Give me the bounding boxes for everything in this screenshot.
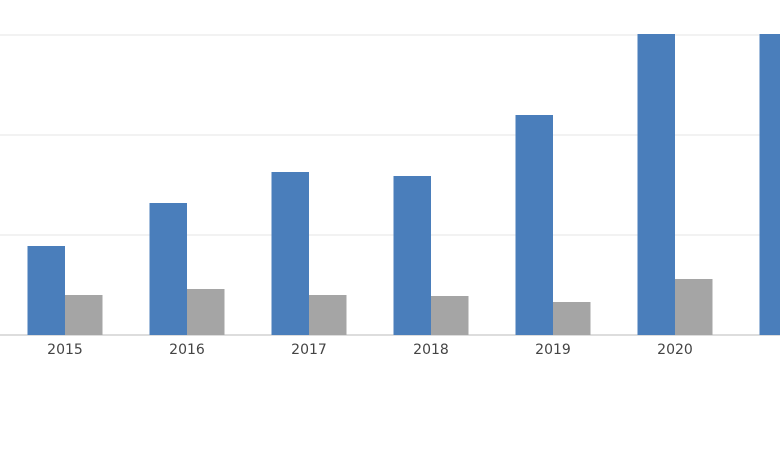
bar [553, 302, 591, 335]
bar [271, 172, 309, 335]
x-tick-label: 2017 [291, 342, 327, 358]
bar [515, 115, 553, 335]
bar [149, 203, 187, 335]
bar [65, 295, 103, 335]
bar [431, 296, 469, 335]
bar [27, 246, 65, 335]
bar [393, 176, 431, 335]
x-tick-label: 2016 [169, 342, 205, 358]
x-tick-label: 2015 [47, 342, 83, 358]
x-tick-label: 2019 [535, 342, 571, 358]
bar [187, 289, 225, 335]
x-tick-label: 2020 [657, 342, 693, 358]
bar [675, 279, 713, 335]
x-tick-label: 2018 [413, 342, 449, 358]
bar [759, 34, 780, 335]
bar [309, 295, 347, 335]
bar [637, 34, 675, 335]
